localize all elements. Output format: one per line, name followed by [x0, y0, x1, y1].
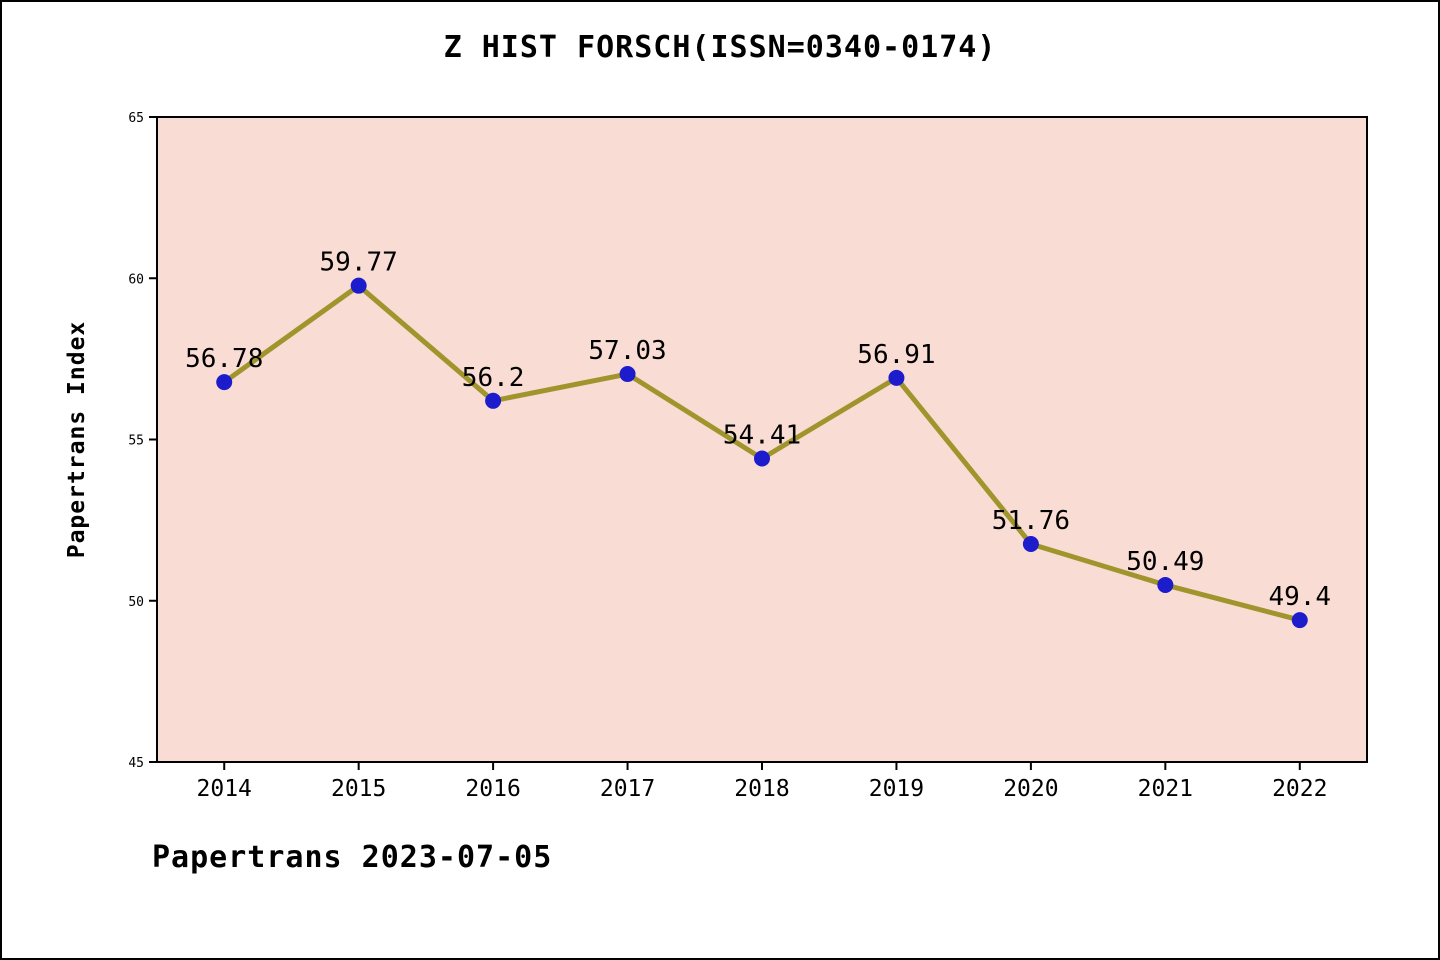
data-point-2020	[1022, 535, 1039, 552]
y-tick-label: 55	[128, 434, 144, 449]
data-point-2017	[619, 366, 636, 383]
data-point-2014	[216, 374, 233, 391]
chart-footer-watermark: Papertrans 2023-07-05	[152, 840, 553, 875]
x-tick-label: 2015	[331, 776, 386, 802]
x-tick-label: 2016	[465, 776, 520, 802]
data-point-2018	[754, 450, 770, 467]
data-point-2019	[888, 369, 905, 386]
data-point-value-label: 51.76	[992, 506, 1070, 536]
x-tick-label: 2020	[1003, 776, 1058, 802]
x-tick-label: 2018	[734, 776, 789, 802]
y-tick-label: 65	[128, 111, 144, 126]
y-axis-title: Papertrans Index	[64, 321, 90, 559]
x-tick-label: 2017	[600, 776, 655, 802]
data-point-value-label: 54.41	[723, 421, 801, 451]
data-point-value-label: 49.4	[1268, 582, 1331, 612]
chart-title: Z HIST FORSCH(ISSN=0340-0174)	[443, 30, 997, 65]
data-point-2022	[1291, 612, 1308, 629]
x-tick-label: 2014	[197, 776, 252, 802]
data-point-value-label: 56.2	[462, 363, 525, 393]
y-tick-label: 45	[128, 756, 144, 771]
data-point-2015	[350, 277, 367, 294]
data-point-value-label: 59.77	[320, 248, 398, 278]
data-point-value-label: 56.91	[857, 340, 935, 370]
x-tick-label: 2019	[869, 776, 924, 802]
data-point-2021	[1157, 576, 1174, 593]
plot-area	[156, 116, 1368, 763]
data-point-2016	[485, 392, 502, 409]
y-tick-label: 50	[128, 595, 144, 610]
y-tick-label: 60	[128, 272, 144, 287]
data-point-value-label: 57.03	[588, 336, 666, 366]
x-tick-label: 2022	[1272, 776, 1327, 802]
data-point-value-label: 56.78	[185, 344, 263, 374]
data-point-value-label: 50.49	[1126, 547, 1204, 577]
x-tick-label: 2021	[1138, 776, 1193, 802]
